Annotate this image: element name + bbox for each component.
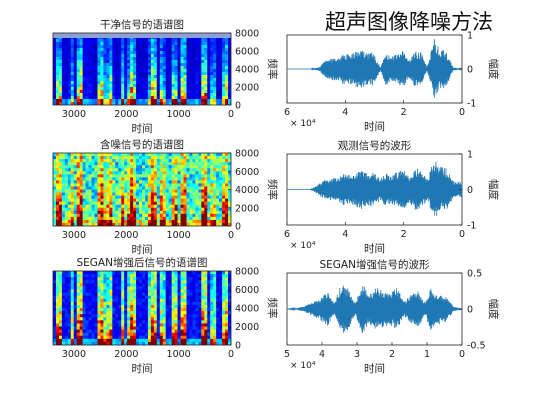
x-tick-label: 0 xyxy=(228,349,234,360)
x-tick-label: 6 xyxy=(284,107,290,118)
chart-title: SEGAN增强信号的波形 xyxy=(320,258,430,271)
y-tick-label: 6000 xyxy=(235,167,259,178)
spectrogram-top-band xyxy=(53,33,231,38)
y-tick-label: 0 xyxy=(467,65,473,76)
waveform-line xyxy=(287,39,463,99)
y-tick-label: 1 xyxy=(467,31,473,42)
y-tick-label: 2000 xyxy=(235,322,259,333)
x-tick-label: 2000 xyxy=(114,109,138,120)
y-tick-label: 1 xyxy=(467,150,473,161)
x-axis-label: 时间 xyxy=(364,242,385,255)
x-tick-label: 2 xyxy=(401,229,407,240)
x-tick-label: 3000 xyxy=(62,109,86,120)
x-axis-label: 时间 xyxy=(364,120,385,133)
y-tick-label: 2000 xyxy=(235,203,259,214)
x-tick-label: 2000 xyxy=(114,230,138,241)
y-tick-label: -0.5 xyxy=(467,341,486,352)
x-tick-label: 0 xyxy=(459,229,465,240)
spectrogram-cells xyxy=(53,153,231,226)
x-tick-label: 0 xyxy=(459,107,465,118)
waveform-line xyxy=(287,161,463,216)
x-axis-exponent: × 10⁴ xyxy=(290,361,316,371)
x-axis-label: 时间 xyxy=(132,243,153,256)
x-tick-label: 2000 xyxy=(114,349,138,360)
spectrogram-cells xyxy=(53,271,231,345)
y-tick-label: 0 xyxy=(467,185,473,196)
x-tick-label: 4 xyxy=(319,349,325,360)
y-tick-label: -1 xyxy=(467,221,476,232)
spectrogram-cells xyxy=(53,33,231,105)
x-tick-label: 1 xyxy=(424,349,430,360)
waveform-line xyxy=(286,285,463,333)
y-tick-label: 8000 xyxy=(235,29,259,40)
x-tick-label: 3 xyxy=(354,349,360,360)
y-axis-label: 幅度 xyxy=(487,299,500,320)
y-axis-label: 幅度 xyxy=(487,59,500,80)
y-tick-label: 0 xyxy=(467,305,473,316)
x-axis-label: 时间 xyxy=(132,362,153,375)
page-title: 超声图像降噪方法 xyxy=(325,10,493,34)
y-tick-label: 6000 xyxy=(235,47,259,58)
y-tick-label: 0 xyxy=(235,222,241,233)
y-tick-label: 2000 xyxy=(235,83,259,94)
x-tick-label: 0 xyxy=(228,109,234,120)
x-tick-label: 2 xyxy=(389,349,395,360)
x-tick-label: 4 xyxy=(342,229,348,240)
x-tick-label: 0 xyxy=(459,349,465,360)
x-tick-label: 4 xyxy=(342,107,348,118)
y-tick-label: 4000 xyxy=(235,304,259,315)
y-tick-label: 4000 xyxy=(235,65,259,76)
y-axis-label: 频率 xyxy=(266,59,279,80)
x-axis-exponent: × 10⁴ xyxy=(290,241,316,251)
chart-title: 观测信号的波形 xyxy=(338,139,412,152)
y-tick-label: -1 xyxy=(467,99,476,110)
x-tick-label: 1000 xyxy=(167,230,191,241)
x-tick-label: 6 xyxy=(284,229,290,240)
y-axis-label: 幅度 xyxy=(487,179,500,200)
y-tick-label: 0 xyxy=(235,101,241,112)
x-axis-label: 时间 xyxy=(364,362,385,375)
y-tick-label: 0 xyxy=(235,341,241,352)
y-tick-label: 8000 xyxy=(235,267,259,278)
x-tick-label: 2 xyxy=(401,107,407,118)
x-tick-label: 5 xyxy=(284,349,290,360)
x-tick-label: 1000 xyxy=(167,109,191,120)
y-axis-label: 频率 xyxy=(266,298,279,319)
x-tick-label: 0 xyxy=(228,230,234,241)
y-tick-label: 4000 xyxy=(235,185,259,196)
x-tick-label: 3000 xyxy=(62,230,86,241)
chart-title: SEGAN增强后信号的语谱图 xyxy=(77,256,208,269)
y-axis-label: 频率 xyxy=(266,179,279,200)
x-tick-label: 3000 xyxy=(62,349,86,360)
y-tick-label: 6000 xyxy=(235,285,259,296)
chart-title: 干净信号的语谱图 xyxy=(100,18,184,31)
x-axis-label: 时间 xyxy=(132,122,153,135)
y-tick-label: 8000 xyxy=(235,149,259,160)
y-tick-label: 0.5 xyxy=(467,269,482,280)
x-tick-label: 1000 xyxy=(167,349,191,360)
x-axis-exponent: × 10⁴ xyxy=(290,119,316,129)
chart-title: 含噪信号的语谱图 xyxy=(100,138,184,151)
